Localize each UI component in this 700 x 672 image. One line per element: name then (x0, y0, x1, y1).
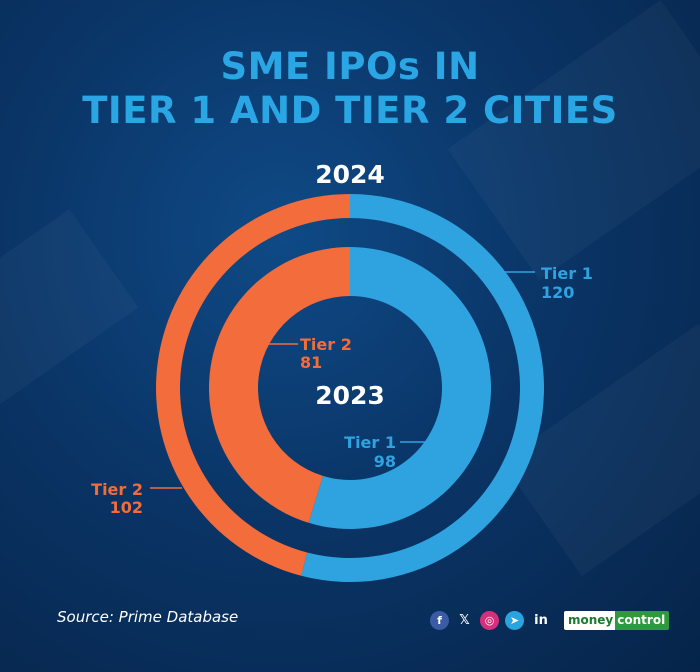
title-line-2: TIER 1 AND TIER 2 CITIES (82, 89, 618, 132)
chart-title: SME IPOs IN TIER 1 AND TIER 2 CITIES (0, 45, 700, 133)
slice-label-value: 120 (541, 283, 574, 302)
telegram-icon[interactable]: ➤ (505, 610, 524, 630)
donut-slice-inner-tier-1 (308, 247, 492, 529)
brand-part-control: control (615, 610, 670, 630)
slice-label-value: 98 (374, 452, 396, 471)
moneycontrol-logo: money control (564, 610, 670, 630)
ring-year-label-outer: 2024 (315, 160, 385, 189)
donut-slice-outer-tier-2 (156, 194, 350, 576)
slice-label-value: 102 (110, 498, 143, 517)
social-bar: f 𝕏 ◎ ➤ in money control (430, 609, 670, 631)
donut-slice-inner-tier-2 (209, 247, 350, 523)
title-line-1: SME IPOs IN (220, 45, 480, 88)
slice-label-name: Tier 1 (541, 264, 593, 283)
facebook-icon[interactable]: f (430, 610, 449, 630)
brand-part-money: money (564, 610, 616, 630)
source-note: Source: Prime Database (57, 608, 239, 626)
ring-year-label-inner: 2023 (315, 381, 385, 410)
x-icon[interactable]: 𝕏 (459, 612, 470, 628)
slice-label-value: 81 (300, 353, 322, 372)
slice-label-name: Tier 2 (91, 480, 143, 499)
slice-label-name: Tier 1 (344, 433, 396, 452)
slice-label-name: Tier 2 (300, 335, 352, 354)
linkedin-icon[interactable]: in (534, 612, 548, 628)
instagram-icon[interactable]: ◎ (480, 610, 499, 630)
